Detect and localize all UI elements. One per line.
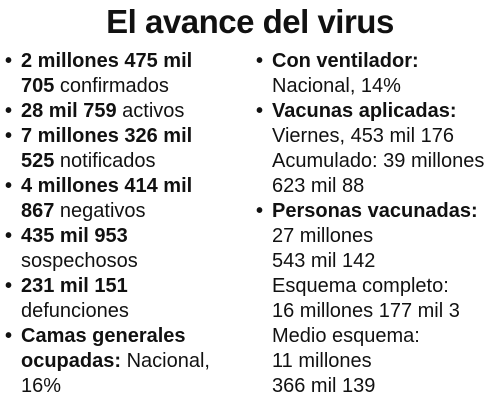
stat-line: 867 negativos (21, 199, 255, 224)
bullet-icon: • (5, 50, 13, 72)
stat-line: Viernes, 453 mil 176 (272, 124, 500, 149)
bullet-icon: • (5, 325, 13, 347)
stat-activos: • 28 mil 759 activos (5, 99, 255, 124)
stat-line: 28 mil 759 activos (21, 99, 255, 124)
stat-label: confirmados (54, 75, 169, 97)
stat-value: 231 mil 151 (21, 275, 128, 297)
stat-label: Nacional, 14% (272, 75, 401, 97)
stat-label: Medio esquema: (272, 325, 420, 347)
bullet-icon: • (5, 225, 13, 247)
stat-line: ocupadas: Nacional, (21, 349, 255, 374)
stat-label: 16 millones 177 mil 3 (272, 300, 460, 322)
stat-value: 28 mil 759 (21, 100, 117, 122)
bullet-icon: • (256, 200, 264, 222)
stat-line: 705 confirmados (21, 74, 255, 99)
stat-line: 11 millones (272, 349, 500, 374)
stat-label: Esquema completo: (272, 275, 449, 297)
stat-label: 623 mil 88 (272, 175, 365, 197)
stat-line: 525 notificados (21, 149, 255, 174)
stat-line: Acumulado: 39 millones (272, 149, 500, 174)
right-column: • Con ventilador: Nacional, 14% • Vacuna… (256, 49, 500, 399)
stat-vacunas-aplicadas: • Vacunas aplicadas: Viernes, 453 mil 17… (256, 99, 500, 199)
bullet-icon: • (5, 275, 13, 297)
stat-personas-vacunadas: • Personas vacunadas: 27 millones 543 mi… (256, 199, 500, 399)
stat-value: Personas vacunadas: (272, 200, 478, 222)
stat-line: 16% (21, 374, 255, 399)
page-title: El avance del virus (106, 3, 394, 40)
stat-value: 867 (21, 200, 55, 222)
stat-label: activos (116, 100, 185, 122)
stat-value: 435 mil 953 (21, 225, 128, 247)
stat-label: 27 millones (272, 225, 374, 247)
stat-label: sospechosos (21, 250, 138, 272)
stat-notificados: • 7 millones 326 mil 525 notificados (5, 124, 255, 174)
stat-line: sospechosos (21, 249, 255, 274)
stat-line: 543 mil 142 (272, 249, 500, 274)
stat-label: Nacional, (121, 350, 210, 372)
stat-value: Camas generales (21, 325, 186, 347)
stat-value: Vacunas aplicadas: (272, 100, 457, 122)
stat-line: Nacional, 14% (272, 74, 500, 99)
stat-defunciones: • 231 mil 151 defunciones (5, 274, 255, 324)
stat-label: notificados (54, 150, 156, 172)
stat-line: Medio esquema: (272, 324, 500, 349)
stat-value: ocupadas: (21, 350, 122, 372)
stat-value: Con ventilador: (272, 50, 419, 72)
bullet-icon: • (5, 125, 13, 147)
bullet-icon: • (256, 100, 264, 122)
stat-line: Personas vacunadas: (272, 199, 500, 224)
left-column: • 2 millones 475 mil 705 confirmados • 2… (5, 49, 255, 399)
bullet-icon: • (256, 50, 264, 72)
stat-label: negativos (54, 200, 146, 222)
stat-negativos: • 4 millones 414 mil 867 negativos (5, 174, 255, 224)
stat-value: 2 millones 475 mil (21, 50, 193, 72)
stat-sospechosos: • 435 mil 953 sospechosos (5, 224, 255, 274)
stat-label: 11 millones (272, 350, 372, 372)
stat-label: defunciones (21, 300, 129, 322)
stat-line: 27 millones (272, 224, 500, 249)
stat-line: Vacunas aplicadas: (272, 99, 500, 124)
stat-line: 16 millones 177 mil 3 (272, 299, 500, 324)
stat-line: 7 millones 326 mil (21, 124, 255, 149)
stat-line: 435 mil 953 (21, 224, 255, 249)
stat-value: 705 (21, 75, 55, 97)
stat-line: Con ventilador: (272, 49, 500, 74)
stat-line: 623 mil 88 (272, 174, 500, 199)
stat-value: 4 millones 414 mil (21, 175, 193, 197)
bullet-icon: • (5, 175, 13, 197)
stat-line: Camas generales (21, 324, 255, 349)
stat-camas-generales: • Camas generales ocupadas: Nacional, 16… (5, 324, 255, 399)
stat-line: 231 mil 151 (21, 274, 255, 299)
stat-value: 7 millones 326 mil (21, 125, 193, 147)
stat-line: 366 mil 139 (272, 374, 500, 399)
stat-label: Acumulado: 39 millones (272, 150, 485, 172)
stat-confirmados: • 2 millones 475 mil 705 confirmados (5, 49, 255, 99)
stat-line: 4 millones 414 mil (21, 174, 255, 199)
stat-label: 16% (21, 375, 62, 397)
stat-line: 2 millones 475 mil (21, 49, 255, 74)
stat-line: Esquema completo: (272, 274, 500, 299)
stat-con-ventilador: • Con ventilador: Nacional, 14% (256, 49, 500, 99)
stat-label: 543 mil 142 (272, 250, 376, 272)
stat-label: Viernes, 453 mil 176 (272, 125, 454, 147)
stat-label: 366 mil 139 (272, 375, 376, 397)
bullet-icon: • (5, 100, 13, 122)
stat-value: 525 (21, 150, 55, 172)
stat-line: defunciones (21, 299, 255, 324)
